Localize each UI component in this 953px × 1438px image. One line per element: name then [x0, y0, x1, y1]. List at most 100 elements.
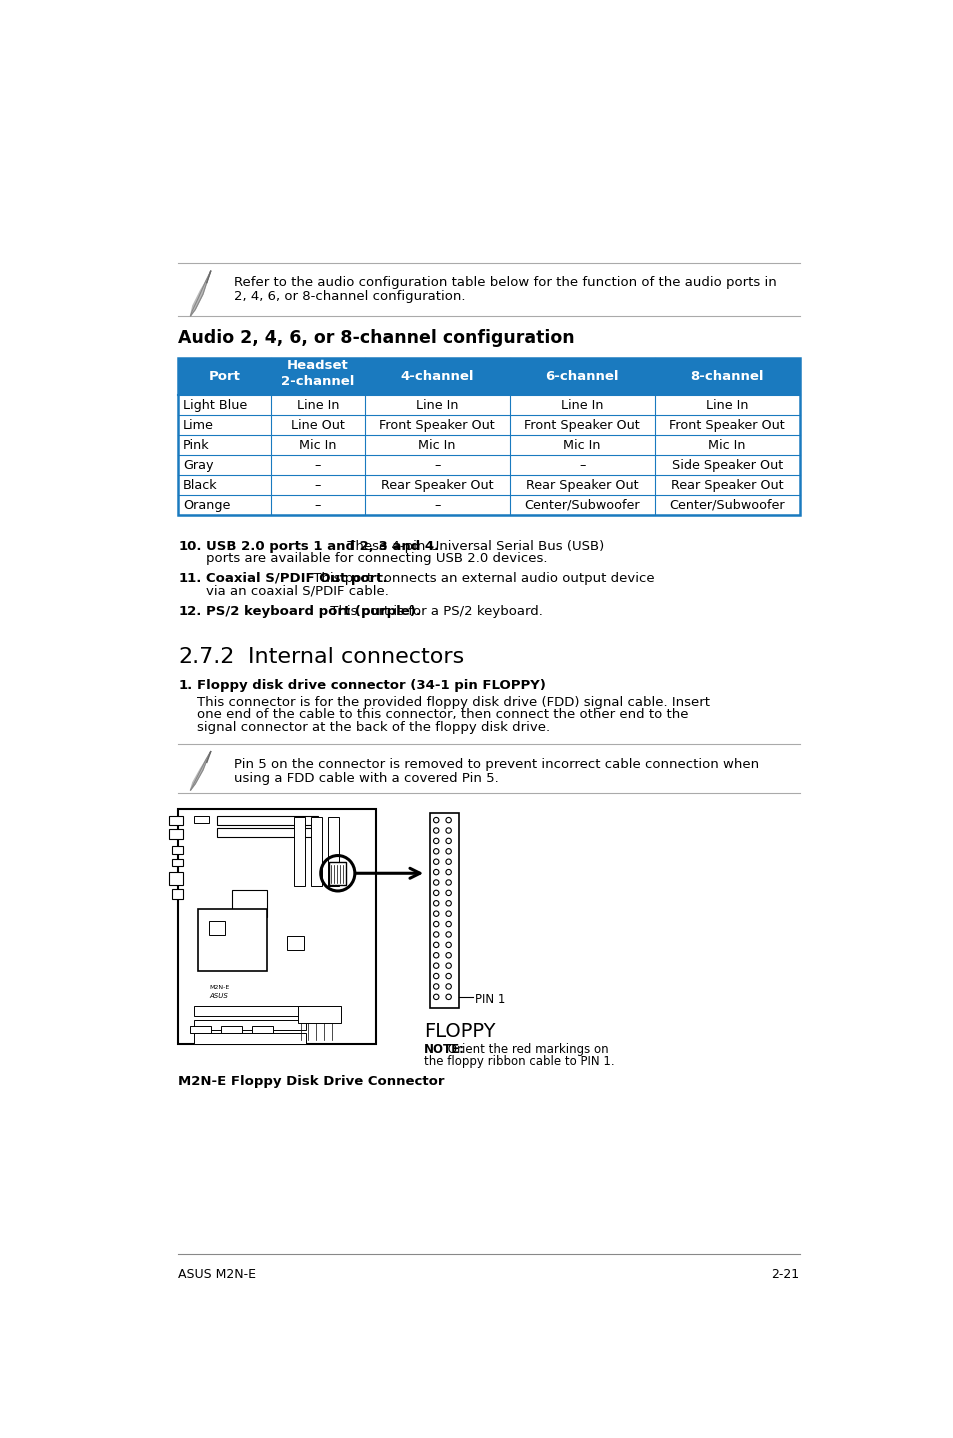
Text: –: –	[578, 459, 585, 472]
Bar	[178, 475, 799, 495]
Text: Audio 2, 4, 6, or 8-channel configuration: Audio 2, 4, 6, or 8-channel configuratio…	[178, 329, 574, 347]
Bar	[178, 495, 799, 515]
Bar	[430, 814, 459, 1008]
Text: Center/Subwoofer: Center/Subwoofer	[669, 499, 784, 512]
Bar	[298, 1005, 340, 1022]
Text: 2, 4, 6, or 8-channel configuration.: 2, 4, 6, or 8-channel configuration.	[233, 289, 465, 302]
Text: PIN 1: PIN 1	[475, 994, 505, 1007]
Circle shape	[445, 974, 451, 979]
Text: Internal connectors: Internal connectors	[248, 647, 464, 667]
Text: via an coaxial S/PDIF cable.: via an coaxial S/PDIF cable.	[206, 584, 389, 598]
Text: PS/2 keyboard port (purple).: PS/2 keyboard port (purple).	[206, 604, 420, 617]
Text: 12.: 12.	[178, 604, 201, 617]
Circle shape	[445, 848, 451, 854]
Text: Side Speaker Out: Side Speaker Out	[671, 459, 782, 472]
Circle shape	[433, 922, 438, 926]
Bar	[178, 456, 799, 475]
Text: 8-channel: 8-channel	[690, 370, 763, 383]
Bar	[209, 920, 224, 935]
Text: This connector is for the provided floppy disk drive (FDD) signal cable. Insert: This connector is for the provided flopp…	[196, 696, 709, 709]
Text: Mic In: Mic In	[708, 439, 745, 452]
Bar	[172, 858, 183, 866]
Text: Line Out: Line Out	[291, 418, 345, 431]
Circle shape	[433, 932, 438, 938]
Text: 4-channel: 4-channel	[400, 370, 474, 383]
Text: signal connector at the back of the floppy disk drive.: signal connector at the back of the flop…	[196, 720, 549, 733]
Bar	[178, 358, 799, 395]
Text: Front Speaker Out: Front Speaker Out	[524, 418, 639, 431]
Bar	[169, 873, 183, 884]
Text: –: –	[314, 499, 321, 512]
Text: This port is for a PS/2 keyboard.: This port is for a PS/2 keyboard.	[326, 604, 543, 617]
Text: Rear Speaker Out: Rear Speaker Out	[525, 479, 638, 492]
Text: Front Speaker Out: Front Speaker Out	[379, 418, 495, 431]
Circle shape	[445, 880, 451, 886]
Text: the floppy ribbon cable to PIN 1.: the floppy ribbon cable to PIN 1.	[423, 1055, 614, 1068]
Bar	[328, 817, 339, 886]
Bar	[178, 358, 799, 515]
Circle shape	[433, 900, 438, 906]
Text: Line In: Line In	[416, 398, 457, 411]
Bar	[193, 1005, 306, 1017]
Text: Coaxial S/PDIF Out port.: Coaxial S/PDIF Out port.	[206, 572, 387, 585]
Bar	[178, 436, 799, 456]
Circle shape	[445, 922, 451, 926]
Bar	[193, 815, 209, 823]
Text: –: –	[314, 479, 321, 492]
Text: –: –	[434, 499, 440, 512]
Bar	[169, 830, 183, 838]
Text: Front Speaker Out: Front Speaker Out	[669, 418, 784, 431]
Bar	[169, 815, 183, 825]
Text: Mic In: Mic In	[563, 439, 600, 452]
Text: These 4-pin Universal Serial Bus (USB): These 4-pin Universal Serial Bus (USB)	[343, 539, 604, 552]
Bar	[216, 828, 317, 837]
Text: 2.7.2: 2.7.2	[178, 647, 234, 667]
Text: Pin 5 on the connector is removed to prevent incorrect cable connection when: Pin 5 on the connector is removed to pre…	[233, 758, 759, 771]
Circle shape	[433, 974, 438, 979]
Text: Headset
2-channel: Headset 2-channel	[281, 360, 355, 388]
Circle shape	[445, 984, 451, 989]
Bar	[172, 847, 183, 854]
Circle shape	[445, 828, 451, 833]
Text: Orient the red markings on: Orient the red markings on	[443, 1044, 608, 1057]
Text: Lime: Lime	[183, 418, 213, 431]
Text: M2N-E: M2N-E	[209, 985, 229, 989]
Text: Refer to the audio configuration table below for the function of the audio ports: Refer to the audio configuration table b…	[233, 276, 776, 289]
Bar	[178, 416, 799, 436]
Circle shape	[433, 963, 438, 968]
Text: Mic In: Mic In	[418, 439, 456, 452]
Text: 6-channel: 6-channel	[545, 370, 618, 383]
Text: Floppy disk drive connector (34-1 pin FLOPPY): Floppy disk drive connector (34-1 pin FL…	[196, 679, 545, 692]
Bar	[286, 936, 303, 951]
Text: Rear Speaker Out: Rear Speaker Out	[380, 479, 493, 492]
Text: using a FDD cable with a covered Pin 5.: using a FDD cable with a covered Pin 5.	[233, 772, 498, 785]
Bar	[193, 1020, 306, 1031]
Text: –: –	[434, 459, 440, 472]
Text: Line In: Line In	[296, 398, 339, 411]
Circle shape	[445, 994, 451, 999]
Text: M2N-E Floppy Disk Drive Connector: M2N-E Floppy Disk Drive Connector	[178, 1076, 444, 1089]
Bar	[178, 810, 375, 1044]
Text: 11.: 11.	[178, 572, 201, 585]
Circle shape	[433, 994, 438, 999]
Circle shape	[433, 890, 438, 896]
Text: –: –	[314, 459, 321, 472]
Text: Gray: Gray	[183, 459, 213, 472]
Text: 10.: 10.	[178, 539, 201, 552]
Text: USB 2.0 ports 1 and 2, 3 and 4.: USB 2.0 ports 1 and 2, 3 and 4.	[206, 539, 438, 552]
Circle shape	[445, 817, 451, 823]
Circle shape	[445, 858, 451, 864]
Circle shape	[433, 858, 438, 864]
Circle shape	[445, 870, 451, 874]
Text: Center/Subwoofer: Center/Subwoofer	[524, 499, 639, 512]
Text: 2-21: 2-21	[771, 1268, 799, 1281]
Text: This port connects an external audio output device: This port connects an external audio out…	[309, 572, 654, 585]
Bar	[233, 890, 267, 917]
Bar	[311, 817, 322, 886]
Text: Line In: Line In	[705, 398, 748, 411]
Circle shape	[433, 817, 438, 823]
Bar	[329, 861, 346, 884]
Bar	[172, 890, 183, 899]
Text: Line In: Line In	[560, 398, 603, 411]
Bar	[197, 909, 267, 971]
